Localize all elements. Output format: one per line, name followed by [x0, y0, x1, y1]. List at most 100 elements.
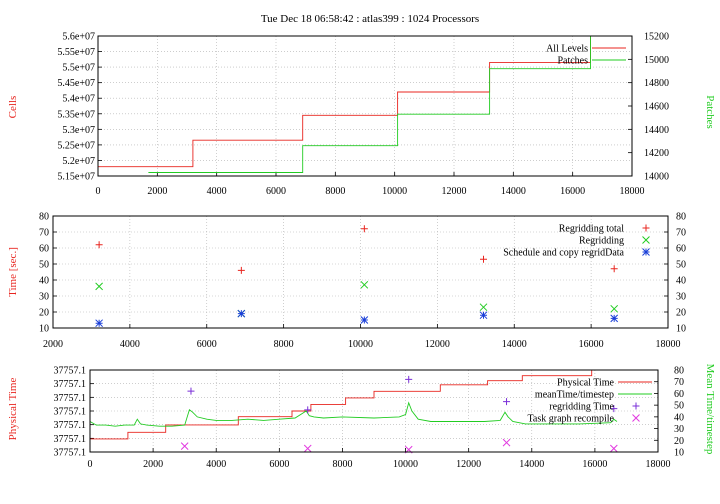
y2-tick-label: 50: [676, 260, 686, 271]
data-point-blue: [360, 316, 369, 324]
y2-tick-label: 14800: [644, 78, 669, 89]
y-tick-label: 5.55e+07: [57, 47, 95, 58]
data-point-blue: [479, 311, 488, 320]
y2-tick-label: 10: [676, 324, 686, 335]
y-tick-label: 37757.1: [54, 379, 87, 390]
y-tick-label: 37757.1: [54, 366, 87, 377]
y-tick-label: 50: [39, 260, 49, 271]
bottom-y2label: Mean Time/timestep: [704, 364, 716, 455]
x-tick-label: 14000: [502, 339, 527, 350]
legend-marker: [632, 402, 640, 410]
y2-tick-label: 40: [674, 412, 684, 423]
figure-title: Tue Dec 18 06:58:42 : atlas399 : 1024 Pr…: [261, 13, 479, 25]
x-tick-label: 8000: [332, 459, 352, 470]
data-point-green: [479, 303, 488, 312]
y-tick-label: 80: [39, 212, 49, 223]
x-tick-label: 12000: [442, 186, 467, 197]
x-tick-label: 12000: [425, 339, 450, 350]
data-point-red: [95, 241, 103, 249]
y-tick-label: 5.2e+07: [62, 156, 95, 167]
x-tick-label: 0: [88, 459, 93, 470]
y2-tick-label: 20: [674, 436, 684, 447]
series-line-red: [98, 36, 591, 168]
data-point-blue: [95, 319, 103, 328]
legend-label: Schedule and copy regridData: [503, 248, 624, 259]
x-tick-label: 18000: [656, 339, 681, 350]
y2-tick-label: 70: [676, 228, 686, 239]
x-tick-label: 6000: [269, 459, 289, 470]
series-line-green: [89, 401, 618, 427]
x-tick-label: 14000: [519, 459, 544, 470]
y2-tick-label: 15200: [644, 32, 669, 43]
x-tick-label: 16000: [560, 186, 585, 197]
panel-middle: 2000 4000 6000 8000 10000 12000 14000 16000 1800…: [39, 212, 686, 351]
y-tick-label: 30: [39, 292, 49, 303]
legend-label: All Levels: [546, 44, 588, 55]
x-tick-label: 10000: [382, 186, 407, 197]
panel-top: 0 2000 4000 6000 8000 10000 12000 14000 16000 180…: [57, 32, 669, 198]
y-tick-label: 60: [39, 244, 49, 255]
bottom-ylabel: Physical Time: [7, 378, 19, 441]
y-tick-label: 37757.1: [54, 420, 87, 431]
x-tick-label: 0: [96, 186, 101, 197]
series-line-green: [148, 36, 591, 173]
data-point-red: [610, 265, 618, 273]
top-ylabel: Cells: [7, 96, 19, 119]
legend-marker: [642, 224, 650, 232]
legend-label: Regridding total: [559, 224, 624, 235]
data-point-purple: [405, 375, 413, 383]
x-tick-label: 2000: [143, 459, 163, 470]
y-tick-label: 37757.1: [54, 407, 87, 418]
y2-tick-label: 14400: [644, 125, 669, 136]
y-tick-label: 10: [39, 324, 49, 335]
y-tick-label: 37757.1: [54, 448, 87, 459]
y2-tick-label: 10: [674, 448, 684, 459]
y-tick-label: 37757.1: [54, 434, 87, 445]
data-point-magenta: [303, 444, 312, 453]
x-tick-label: 14000: [501, 186, 526, 197]
legend-label: Task graph recompile: [528, 414, 615, 425]
x-tick-label: 18000: [620, 186, 645, 197]
y-tick-label: 5.35e+07: [57, 109, 95, 120]
data-point-magenta: [609, 444, 618, 453]
x-tick-label: 4000: [207, 186, 227, 197]
y2-tick-label: 20: [676, 308, 686, 319]
middle-ylabel: Time [sec.]: [7, 247, 19, 297]
x-tick-label: 8000: [325, 186, 345, 197]
y2-tick-label: 30: [676, 292, 686, 303]
x-tick-label: 16000: [579, 339, 604, 350]
y2-tick-label: 14000: [644, 172, 669, 183]
y-tick-label: 5.45e+07: [57, 78, 95, 89]
x-tick-label: 6000: [197, 339, 217, 350]
x-tick-label: 6000: [266, 186, 286, 197]
y2-tick-label: 14200: [644, 148, 669, 159]
data-point-red: [360, 225, 368, 233]
plot-frame: [97, 35, 633, 177]
data-point-blue: [237, 309, 246, 318]
data-point-purple: [304, 406, 312, 414]
data-point-purple: [187, 387, 195, 395]
y-tick-label: 5.5e+07: [62, 63, 95, 74]
y-tick-label: 5.15e+07: [57, 172, 95, 183]
y2-tick-label: 60: [676, 244, 686, 255]
data-point-magenta: [502, 438, 511, 447]
y2-tick-label: 70: [674, 377, 684, 388]
data-point-green: [360, 280, 369, 289]
y2-tick-label: 50: [674, 401, 684, 412]
x-tick-label: 4000: [206, 459, 226, 470]
y2-tick-label: 40: [676, 276, 686, 287]
data-point-purple: [503, 398, 511, 406]
y2-tick-label: 60: [674, 389, 684, 400]
legend-label: regridding Time: [549, 402, 614, 413]
x-tick-label: 4000: [120, 339, 140, 350]
y2-tick-label: 80: [674, 366, 684, 377]
data-point-purple: [610, 405, 618, 413]
x-tick-label: 10000: [393, 459, 418, 470]
y-tick-label: 5.25e+07: [57, 140, 95, 151]
x-tick-label: 2000: [43, 339, 63, 350]
x-tick-label: 16000: [582, 459, 607, 470]
x-tick-label: 12000: [456, 459, 481, 470]
legend-label: Physical Time: [557, 378, 615, 389]
legend-label: Patches: [557, 56, 588, 67]
